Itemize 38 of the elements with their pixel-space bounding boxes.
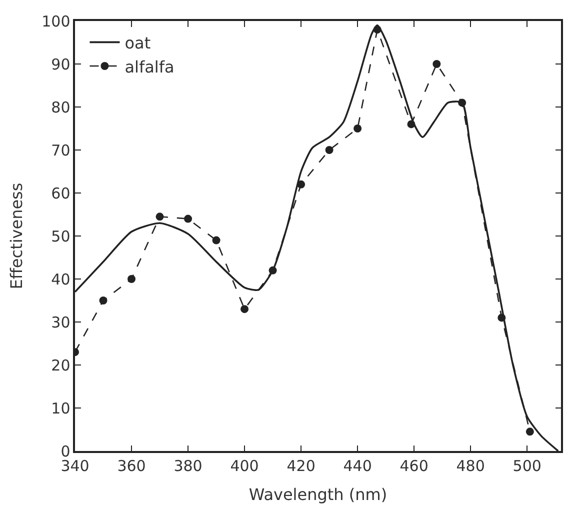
x-tick-label: 460 bbox=[400, 456, 428, 475]
y-tick-label: 100 bbox=[42, 12, 70, 30]
point bbox=[407, 120, 416, 128]
y-tick-label: 30 bbox=[51, 313, 70, 332]
y-tick-label: 90 bbox=[51, 55, 70, 74]
point bbox=[373, 26, 382, 34]
point bbox=[354, 124, 362, 132]
point bbox=[325, 146, 334, 154]
point bbox=[240, 305, 249, 314]
legend-label: oat bbox=[124, 33, 151, 52]
x-tick-label: 380 bbox=[174, 456, 202, 475]
y-axis-title: Effectiveness bbox=[7, 182, 26, 290]
x-tick-label: 400 bbox=[230, 456, 259, 475]
y-tick-label: 80 bbox=[51, 98, 70, 116]
x-tick-label: 360 bbox=[117, 456, 146, 475]
y-tick-label: 40 bbox=[51, 270, 70, 288]
point bbox=[99, 296, 108, 304]
legend-label: alfalfa bbox=[124, 57, 174, 76]
point bbox=[458, 98, 466, 107]
y-tick-label: 70 bbox=[51, 141, 70, 160]
y-tick-label: 50 bbox=[51, 227, 70, 246]
point bbox=[184, 214, 192, 223]
y-tick-label: 20 bbox=[51, 356, 70, 374]
point bbox=[128, 275, 136, 283]
point bbox=[268, 266, 277, 274]
point bbox=[212, 236, 220, 244]
x-tick-label: 440 bbox=[343, 456, 372, 475]
point bbox=[498, 314, 506, 322]
point bbox=[526, 428, 534, 436]
x-tick-label: 420 bbox=[286, 456, 316, 475]
point bbox=[297, 180, 306, 188]
point bbox=[156, 212, 164, 221]
point bbox=[432, 60, 441, 68]
y-tick-label: 60 bbox=[51, 184, 70, 202]
x-axis-title: Wavelength (nm) bbox=[248, 484, 388, 504]
y-tick-label: 10 bbox=[51, 399, 70, 418]
x-tick-label: 480 bbox=[456, 456, 485, 475]
x-tick-label: 500 bbox=[512, 456, 542, 475]
